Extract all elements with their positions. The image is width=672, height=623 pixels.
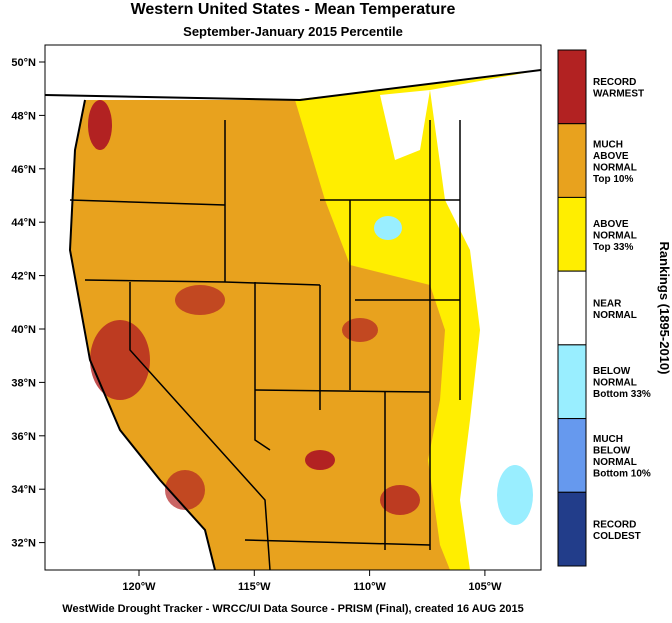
legend-label: Bottom 10% [593,469,651,480]
lon-label: 105°W [468,581,502,593]
longitude-labels: 120°W 115°W 110°W 105°W [122,570,502,593]
lat-label: 46°N [11,164,36,176]
legend-label: BELOW [593,446,631,457]
lat-label: 42°N [11,271,36,283]
legend-label: NORMAL [593,162,637,173]
legend-swatch [557,418,587,493]
lat-label: 48°N [11,110,36,122]
lon-label: 110°W [353,581,386,593]
lat-label: 34°N [11,484,36,496]
legend-swatch [557,270,587,346]
legend-label: MUCH [593,434,623,445]
legend-label: BELOW [593,366,631,377]
legend-label: COLDEST [593,531,641,542]
legend-swatch [557,49,587,125]
legend-label: WARMEST [593,89,644,100]
legend-label: NORMAL [593,378,637,389]
lat-label: 36°N [11,431,36,443]
legend-label: Bottom 33% [593,389,651,400]
legend-label: NEAR [593,298,622,309]
subtitle: September-January 2015 Percentile [183,24,403,39]
lat-label: 44°N [11,217,36,229]
lat-label: 40°N [11,324,36,336]
latitude-labels: 50°N 48°N 46°N 44°N 42°N 40°N 38°N 36°N 34°N 32°N [11,57,45,550]
legend-label: MUCH [593,139,623,150]
legend-label: NORMAL [593,457,637,468]
lat-label: 32°N [11,538,36,550]
legend-label: Top 33% [593,242,633,253]
map [44,44,542,571]
lat-label: 38°N [11,377,36,389]
legend-swatch [557,344,587,420]
lon-label: 115°W [238,581,271,593]
title: Western United States - Mean Temperature [131,1,456,18]
legend-label: RECORD [593,519,636,530]
lon-label: 120°W [122,581,156,593]
legend-label: Top 10% [593,174,633,185]
footer: WestWide Drought Tracker - WRCC/UI Data … [62,603,523,615]
legend-title: Rankings (1895-2010) [657,242,672,375]
legend-label: NORMAL [593,310,637,321]
legend-label: ABOVE [593,219,629,230]
lat-label: 50°N [11,57,36,69]
legend-label: RECORD [593,77,636,88]
legend-swatch [557,123,587,198]
legend-label: ABOVE [593,151,629,162]
legend-swatch [557,491,587,567]
legend-swatch [557,196,587,272]
legend-label: NORMAL [593,230,637,241]
